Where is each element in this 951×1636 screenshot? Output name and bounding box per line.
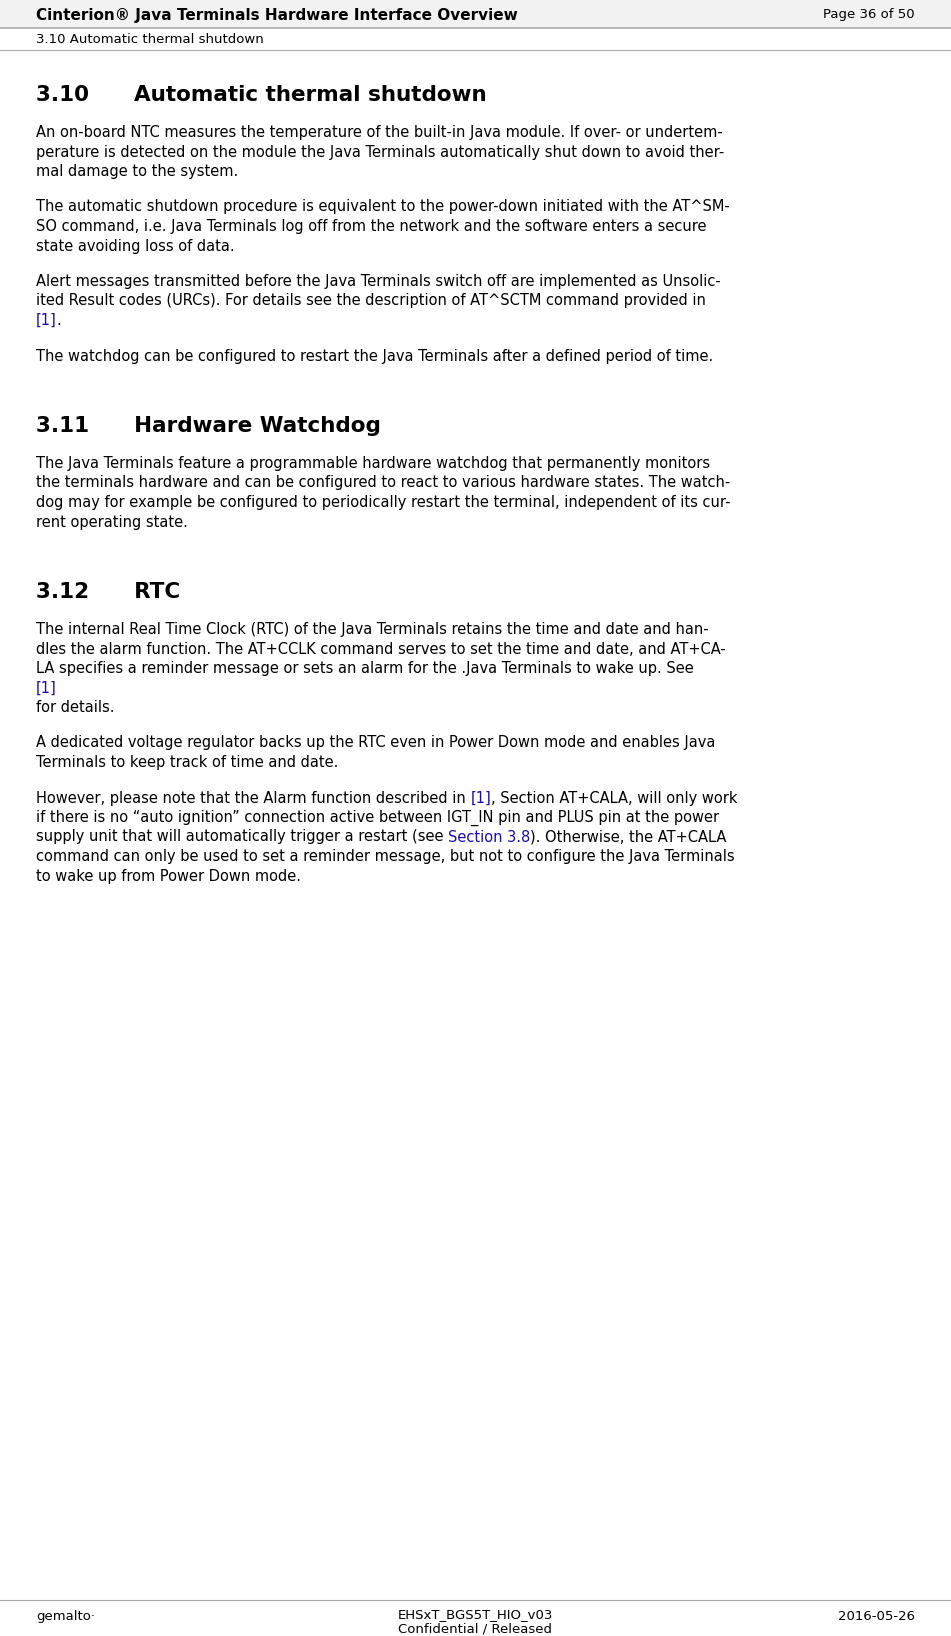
Text: [1]: [1]: [471, 790, 491, 805]
Text: perature is detected on the module the Java Terminals automatically shut down to: perature is detected on the module the J…: [36, 144, 725, 159]
Text: EHSxT_BGS5T_HIO_v03: EHSxT_BGS5T_HIO_v03: [398, 1608, 553, 1621]
Text: 3.11      Hardware Watchdog: 3.11 Hardware Watchdog: [36, 416, 380, 437]
Text: The Java Terminals feature a programmable hardware watchdog that permanently mon: The Java Terminals feature a programmabl…: [36, 456, 710, 471]
Text: the terminals hardware and can be configured to react to various hardware states: the terminals hardware and can be config…: [36, 476, 730, 491]
Text: 3.12      RTC: 3.12 RTC: [36, 582, 181, 602]
Text: dles the alarm function. The AT+CCLK command serves to set the time and date, an: dles the alarm function. The AT+CCLK com…: [36, 641, 726, 656]
Bar: [0, 0, 951, 28]
Text: 3.10 Automatic thermal shutdown: 3.10 Automatic thermal shutdown: [36, 33, 263, 46]
Text: to wake up from Power Down mode.: to wake up from Power Down mode.: [36, 869, 301, 883]
Text: LA specifies a reminder message or sets an alarm for the .Java Terminals to wake: LA specifies a reminder message or sets …: [36, 661, 698, 676]
Text: SO command, i.e. Java Terminals log off from the network and the software enters: SO command, i.e. Java Terminals log off …: [36, 219, 707, 234]
Text: [1]: [1]: [36, 681, 57, 695]
Text: gemalto·: gemalto·: [36, 1610, 95, 1623]
Text: Confidential / Released: Confidential / Released: [398, 1623, 553, 1636]
Text: Cinterion® Java Terminals Hardware Interface Overview: Cinterion® Java Terminals Hardware Inter…: [36, 8, 517, 23]
Text: Alert messages transmitted before the Java Terminals switch off are implemented : Alert messages transmitted before the Ja…: [36, 273, 721, 290]
Text: However, please note that the Alarm function described in: However, please note that the Alarm func…: [36, 790, 471, 805]
Text: The automatic shutdown procedure is equivalent to the power-down initiated with : The automatic shutdown procedure is equi…: [36, 200, 729, 214]
Text: command can only be used to set a reminder message, but not to configure the Jav: command can only be used to set a remind…: [36, 849, 734, 864]
Text: The internal Real Time Clock (RTC) of the Java Terminals retains the time and da: The internal Real Time Clock (RTC) of th…: [36, 622, 708, 636]
Text: The watchdog can be configured to restart the Java Terminals after a defined per: The watchdog can be configured to restar…: [36, 348, 713, 363]
Text: rent operating state.: rent operating state.: [36, 514, 188, 530]
Text: 3.10      Automatic thermal shutdown: 3.10 Automatic thermal shutdown: [36, 85, 487, 105]
Text: A dedicated voltage regulator backs up the RTC even in Power Down mode and enabl: A dedicated voltage regulator backs up t…: [36, 736, 715, 751]
Text: 2016-05-26: 2016-05-26: [838, 1610, 915, 1623]
Text: ). Otherwise, the AT+CALA: ). Otherwise, the AT+CALA: [531, 829, 727, 844]
Text: Section 3.8: Section 3.8: [448, 829, 531, 844]
Text: mal damage to the system.: mal damage to the system.: [36, 164, 239, 178]
Text: state avoiding loss of data.: state avoiding loss of data.: [36, 239, 235, 254]
Text: ited Result codes (URCs). For details see the description of AT^SCTM command pro: ited Result codes (URCs). For details se…: [36, 293, 706, 309]
Text: if there is no “auto ignition” connection active between IGT_IN pin and PLUS pin: if there is no “auto ignition” connectio…: [36, 810, 719, 826]
Text: for details.: for details.: [36, 700, 114, 715]
Text: Terminals to keep track of time and date.: Terminals to keep track of time and date…: [36, 754, 339, 771]
Text: supply unit that will automatically trigger a restart (see: supply unit that will automatically trig…: [36, 829, 448, 844]
Text: [1]: [1]: [36, 312, 57, 327]
Text: dog may for example be configured to periodically restart the terminal, independ: dog may for example be configured to per…: [36, 496, 730, 510]
Text: Page 36 of 50: Page 36 of 50: [824, 8, 915, 21]
Text: An on-board NTC measures the temperature of the built-in Java module. If over- o: An on-board NTC measures the temperature…: [36, 124, 723, 141]
Text: .: .: [57, 312, 62, 327]
Text: , Section AT+CALA, will only work: , Section AT+CALA, will only work: [491, 790, 738, 805]
